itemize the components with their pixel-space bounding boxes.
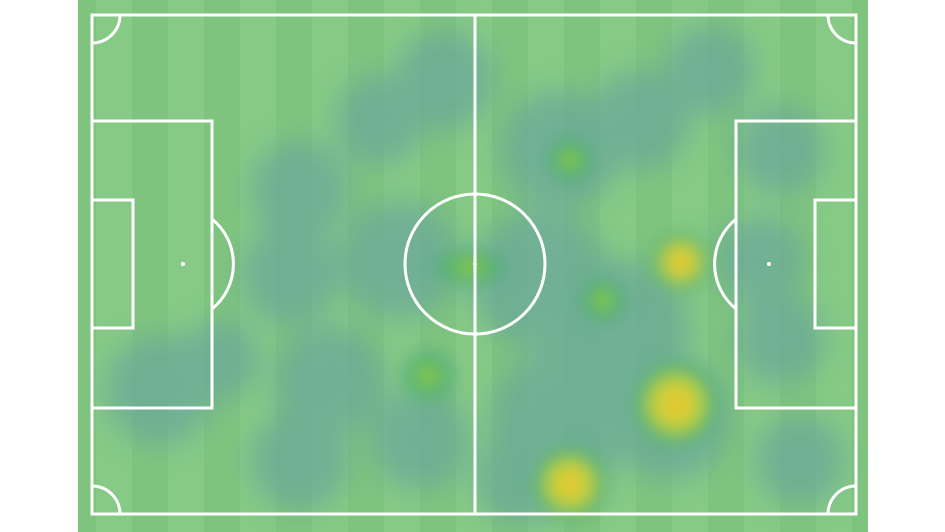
pitch-lines [90, 13, 858, 516]
heat-spots [396, 132, 724, 526]
